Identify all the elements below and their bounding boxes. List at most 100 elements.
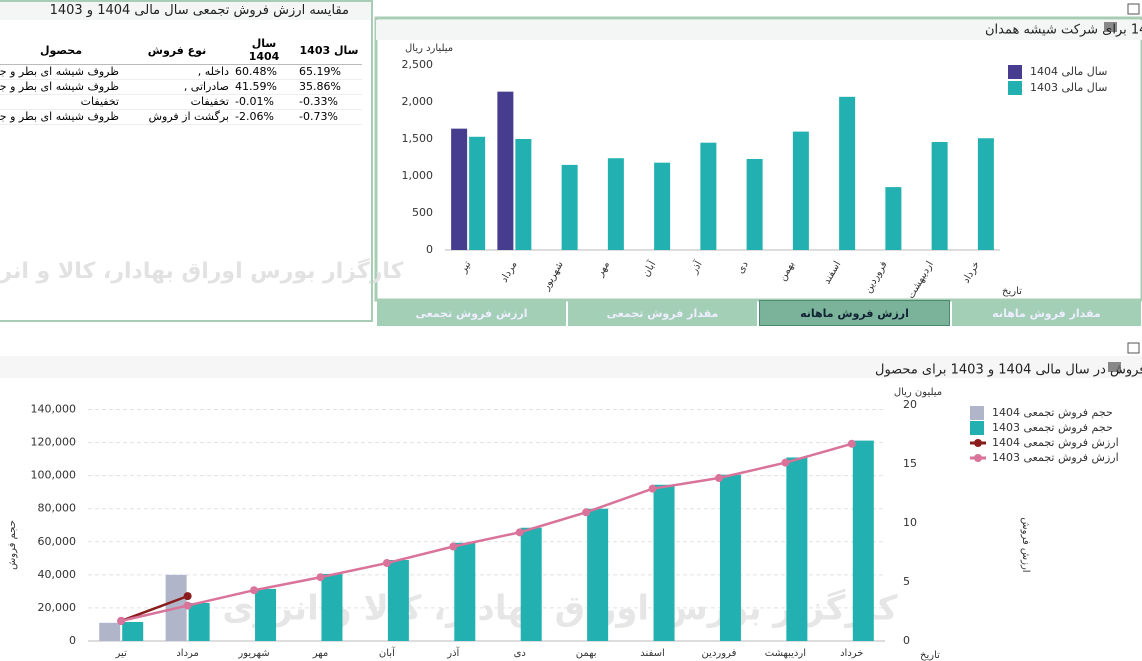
line-point — [250, 586, 259, 595]
y-tick-label: 0 — [69, 634, 76, 647]
table-cell: تخفیفات — [122, 94, 232, 110]
x-tick-label: مرداد — [176, 648, 199, 659]
line-point — [714, 474, 723, 483]
table-cell: تخفیفات — [0, 94, 122, 110]
line-point — [648, 484, 657, 493]
watermark: کارگزار بورس اوراق بهادار، کالا و انرژی — [0, 257, 404, 284]
table-cell: ظروف شیشه ای بطر و جار — [0, 64, 122, 80]
x-tick-label: مهر — [594, 260, 612, 280]
bar — [852, 440, 874, 641]
y-tick-label: 40,000 — [38, 568, 77, 581]
y-tick-label: 140,000 — [31, 403, 77, 416]
x-axis-title: تاریخ — [920, 650, 940, 661]
x-tick-label: اردیبهشت — [765, 648, 806, 659]
legend-swatch — [1008, 81, 1022, 95]
table-cell: 41.59% — [232, 79, 296, 95]
legend-swatch — [970, 406, 984, 420]
bar — [122, 621, 144, 641]
y-tick-label: 100,000 — [31, 469, 77, 482]
table-cell: ظروف شیشه ای بطر و جار — [0, 109, 122, 125]
column-header: محصول — [0, 36, 122, 65]
column-header: نوع فروش — [122, 36, 232, 65]
export-icon[interactable] — [1104, 22, 1117, 32]
y2-tick-label: 15 — [903, 457, 917, 470]
bar — [469, 136, 486, 250]
x-tick-label: خرداد — [961, 260, 982, 286]
table-cell: صادراتی , — [122, 79, 232, 95]
y2-tick-label: 5 — [903, 575, 910, 588]
bar — [977, 138, 994, 250]
bar — [700, 142, 717, 250]
legend-label: سال مالی 1404 — [1030, 65, 1107, 78]
bar — [885, 187, 902, 250]
bar — [786, 457, 808, 641]
table-row: 35.86% 41.59% صادراتی , ظروف شیشه ای بطر و … — [0, 79, 362, 95]
table-body: 65.19% 60.48% داخله , ظروف شیشه ای بطر و جا… — [0, 64, 362, 125]
line-point — [382, 559, 391, 568]
bar — [931, 141, 948, 250]
chart-title: نمودار میله ای مقایسه فروش تجمعی و نمودا… — [875, 363, 1142, 378]
x-tick-label: مرداد — [499, 260, 520, 285]
y2-axis-unit: میلیون ریال — [894, 387, 942, 398]
y-tick-label: 80,000 — [38, 502, 77, 515]
line-point — [582, 508, 591, 517]
tab[interactable]: مقدار فروش ماهانه — [952, 300, 1141, 326]
column-header: سال 1404 — [232, 36, 296, 65]
bar — [654, 162, 671, 250]
line-point — [847, 439, 856, 448]
legend-swatch — [1008, 65, 1022, 79]
legend-swatch — [970, 421, 984, 435]
bar — [497, 91, 514, 250]
bar — [188, 602, 210, 641]
bar — [746, 158, 763, 250]
y-axis-unit: میلیارد ریال — [405, 43, 453, 54]
bar — [255, 588, 277, 641]
table-row: 65.19% 60.48% داخله , ظروف شیشه ای بطر و جا… — [0, 64, 362, 80]
x-tick-label: دی — [735, 260, 751, 276]
maximize-icon[interactable] — [1127, 342, 1140, 354]
bar — [839, 96, 856, 250]
line — [120, 442, 853, 623]
x-tick-label: بهمن — [777, 260, 797, 284]
table-cell: ظروف شیشه ای بطر و جار — [0, 79, 122, 95]
table-cell: 60.48% — [232, 64, 296, 80]
chart-title: مقایسه ارزش فروش ماهانه سال مالی 1404 و … — [985, 23, 1142, 38]
line-point — [183, 592, 192, 601]
y-tick-label: 500 — [412, 206, 433, 219]
legend-swatch — [974, 439, 982, 447]
line-point — [781, 458, 790, 467]
table-cell: 35.86% — [296, 79, 362, 95]
bar — [561, 164, 578, 250]
x-tick-label: خرداد — [840, 648, 863, 659]
x-tick-label: تیر — [115, 648, 128, 659]
bar — [451, 128, 468, 250]
table-row: -0.73% -2.06% برگشت از فروش ظروف شیشه ای بط… — [0, 109, 362, 125]
maximize-icon[interactable] — [1127, 3, 1140, 15]
y2-axis-title: ارزش فروش — [1020, 517, 1031, 572]
table-cell: برگشت از فروش — [122, 109, 232, 125]
tab[interactable]: مقدار فروش تجمعی — [568, 300, 757, 326]
tab[interactable]: ارزش فروش تجمعی — [377, 300, 566, 326]
bar — [792, 131, 809, 250]
column-header: سال 1403 — [296, 36, 362, 65]
bar — [99, 622, 121, 641]
legend-swatch — [974, 454, 982, 462]
bar — [587, 508, 609, 641]
line-point — [117, 616, 126, 625]
x-tick-label: بهمن — [576, 648, 597, 659]
y-tick-label: 0 — [426, 243, 433, 256]
table-cell: -0.73% — [296, 109, 362, 125]
tab-bar: ارزش فروش تجمعی مقدار فروش تجمعی ارزش فروش… — [376, 298, 1142, 328]
export-icon[interactable] — [1108, 362, 1121, 372]
table-panel: مقایسه ارزش فروش تجمعی سال مالی 1404 و 1… — [0, 0, 373, 322]
legend-label: ارزش فروش تجمعی 1404 — [992, 436, 1119, 449]
legend-label: سال مالی 1403 — [1030, 81, 1107, 94]
y-axis-title: حجم فروش — [7, 520, 18, 570]
line-point — [449, 542, 458, 551]
bar — [607, 158, 624, 250]
y2-tick-label: 0 — [903, 634, 910, 647]
x-tick-label: اردیبهشت — [906, 260, 936, 301]
tab[interactable]: ارزش فروش ماهانه — [759, 300, 950, 326]
